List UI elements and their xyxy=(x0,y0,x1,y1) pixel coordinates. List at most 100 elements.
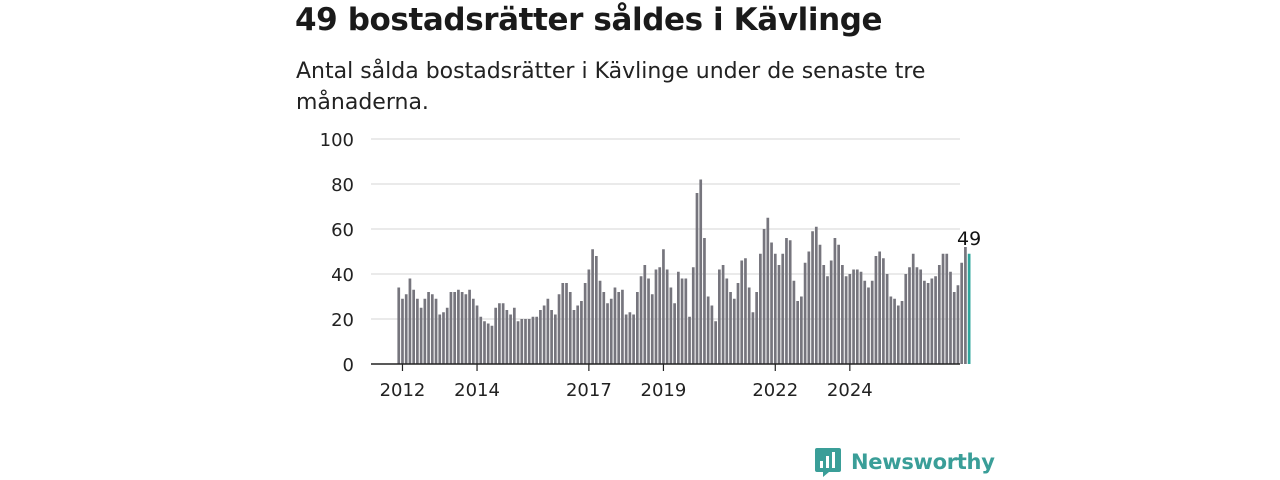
bar xyxy=(490,325,494,364)
bar xyxy=(811,231,814,364)
bar xyxy=(412,289,416,364)
bar xyxy=(539,310,542,364)
bar xyxy=(583,283,587,364)
bar xyxy=(814,226,818,364)
bar xyxy=(423,298,427,364)
bar xyxy=(744,258,747,364)
bar xyxy=(475,305,479,364)
bar xyxy=(837,244,840,364)
bar xyxy=(766,217,770,364)
bar xyxy=(848,274,852,364)
y-tick-label: 20 xyxy=(331,310,354,331)
bar xyxy=(885,274,889,364)
bar xyxy=(788,240,792,364)
bar xyxy=(677,271,680,364)
bar xyxy=(770,242,773,364)
bar xyxy=(546,298,550,364)
bar xyxy=(792,280,796,364)
bar xyxy=(889,296,893,364)
bar xyxy=(729,292,732,364)
bar xyxy=(822,265,826,364)
bar xyxy=(460,292,464,364)
highlight-value-label: 49 xyxy=(957,228,981,250)
bar xyxy=(617,292,621,364)
bar xyxy=(960,262,964,364)
bar xyxy=(870,280,874,364)
bar xyxy=(732,298,736,364)
bar xyxy=(882,258,885,364)
bar xyxy=(852,269,855,364)
bar xyxy=(628,312,632,364)
bar xyxy=(800,296,803,364)
bar xyxy=(512,307,516,364)
bar xyxy=(941,253,945,364)
x-tick-label: 2012 xyxy=(380,380,426,401)
x-tick-label: 2017 xyxy=(566,380,612,401)
bar xyxy=(680,278,684,364)
bar xyxy=(893,298,896,364)
bar xyxy=(900,301,904,364)
bar xyxy=(688,316,691,364)
bar xyxy=(796,301,799,364)
y-tick-label: 0 xyxy=(343,355,354,376)
bar xyxy=(632,314,635,364)
bar xyxy=(624,314,628,364)
bar xyxy=(949,271,952,364)
bar xyxy=(691,267,695,364)
bar xyxy=(609,298,613,364)
bar-chart: 0 20 40 60 80 100 2012 2014 2017 2019 2022 2024 49 xyxy=(320,130,982,401)
bar xyxy=(527,319,531,364)
bar xyxy=(829,260,833,364)
y-tick-label: 80 xyxy=(331,175,354,196)
bar xyxy=(896,305,900,364)
bar xyxy=(923,280,926,364)
bar xyxy=(524,319,527,364)
bar xyxy=(841,265,844,364)
bar xyxy=(908,267,911,364)
bar xyxy=(427,292,430,364)
x-tick-label: 2019 xyxy=(641,380,687,401)
bar xyxy=(844,276,848,364)
bar xyxy=(721,265,725,364)
chart-subtitle: Antal sålda bostadsrätter i Kävlinge und… xyxy=(296,59,926,115)
bar xyxy=(736,283,740,364)
bar xyxy=(602,292,606,364)
bar xyxy=(878,251,882,364)
bar xyxy=(471,298,475,364)
bar xyxy=(714,321,717,364)
bar xyxy=(650,294,654,364)
bar xyxy=(930,278,934,364)
bar xyxy=(516,321,520,364)
bar xyxy=(759,253,762,364)
bar xyxy=(654,269,658,364)
bar xyxy=(535,316,539,364)
bar xyxy=(755,292,758,364)
y-axis-ticks: 0 20 40 60 80 100 xyxy=(320,130,354,376)
bar xyxy=(904,274,908,364)
bar xyxy=(419,307,423,364)
bar xyxy=(468,289,471,364)
x-tick-label: 2024 xyxy=(827,380,873,401)
x-tick-label: 2022 xyxy=(752,380,798,401)
bar xyxy=(956,285,960,364)
bar xyxy=(911,253,915,364)
bar-highlight xyxy=(967,253,971,364)
bar xyxy=(747,287,751,364)
bar xyxy=(718,269,721,364)
bar xyxy=(773,253,777,364)
bar xyxy=(572,310,576,364)
bar xyxy=(826,276,829,364)
bar xyxy=(777,265,781,364)
bar xyxy=(457,289,460,364)
bar xyxy=(613,287,617,364)
bar xyxy=(453,292,457,364)
x-axis-ticks: 2012 2014 2017 2019 2022 2024 xyxy=(380,364,873,401)
bar xyxy=(934,276,937,364)
bars xyxy=(397,179,971,364)
bar xyxy=(486,323,490,364)
newsworthy-logo[interactable]: Newsworthy xyxy=(814,446,995,478)
bar xyxy=(647,278,650,364)
y-tick-label: 100 xyxy=(320,130,354,151)
bar xyxy=(926,283,930,364)
bar xyxy=(662,249,665,364)
